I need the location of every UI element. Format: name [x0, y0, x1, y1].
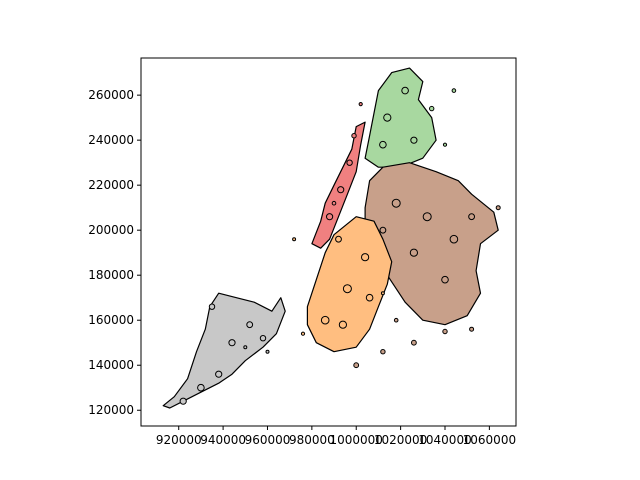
region-fragment: [300, 331, 306, 336]
region-brooklyn: [306, 216, 393, 353]
region-bronx-patch: [410, 136, 418, 144]
region-staten-island-patch: [197, 383, 205, 392]
region-fragment: [469, 326, 475, 332]
region-fragment: [243, 345, 248, 350]
x-axis: 9200009400009600009800001000000102000010…: [156, 426, 516, 447]
region-manhattan-patch: [346, 159, 353, 166]
region-brooklyn-patch: [361, 253, 370, 262]
x-tick-label: 960000: [245, 433, 291, 447]
region-staten-island: [162, 292, 286, 409]
region-bronx-patch: [383, 113, 392, 122]
y-tick-label: 260000: [88, 88, 134, 102]
region-manhattan-patch: [351, 133, 357, 139]
x-tick-label: 1020000: [374, 433, 427, 447]
y-tick-label: 240000: [88, 133, 134, 147]
region-staten-island-shape: [162, 292, 286, 409]
region-queens-patch: [391, 198, 401, 208]
region-fragment: [292, 237, 297, 242]
region-fragment: [451, 88, 457, 93]
region-brooklyn-patch: [338, 320, 347, 329]
region-staten-island-patch: [179, 397, 187, 405]
region-staten-island-patch: [259, 335, 267, 342]
region-bronx-patch: [429, 105, 435, 112]
region-manhattan-shape: [311, 121, 366, 249]
region-fragment: [495, 205, 501, 211]
region-brooklyn-patch: [365, 293, 374, 302]
region-brooklyn-patch: [335, 235, 342, 243]
region-fragment: [442, 142, 448, 147]
region-brooklyn-patch: [320, 315, 330, 325]
region-queens-patch: [441, 275, 449, 284]
region-manhattan: [311, 121, 366, 249]
x-tick-label: 1000000: [330, 433, 383, 447]
region-staten-island-patch: [246, 321, 254, 329]
region-fragments: [243, 88, 501, 369]
region-staten-island-patch: [228, 339, 236, 347]
region-fragment: [380, 291, 385, 296]
region-bronx: [364, 67, 437, 168]
region-bronx-patch: [401, 86, 409, 95]
region-bronx-patch: [379, 140, 387, 149]
y-tick-label: 220000: [88, 178, 134, 192]
x-tick-label: 1060000: [463, 433, 516, 447]
region-staten-island-patch: [208, 303, 216, 310]
region-queens-patch: [449, 234, 459, 244]
x-tick-label: 980000: [289, 433, 335, 447]
region-queens-patch: [422, 212, 432, 222]
region-fragment: [442, 328, 448, 335]
region-manhattan-patch: [326, 213, 334, 221]
region-fragment: [411, 339, 417, 346]
region-queens-patch: [379, 226, 387, 234]
plot-frame: [140, 57, 517, 427]
region-staten-island-patch: [215, 370, 223, 378]
map-regions: [162, 67, 501, 409]
region-fragment: [380, 349, 386, 355]
region-fragment: [393, 317, 399, 323]
y-tick-label: 200000: [88, 223, 134, 237]
region-queens-patch: [409, 248, 418, 257]
y-tick-label: 160000: [88, 313, 134, 327]
region-queens-patch: [468, 213, 476, 221]
x-tick-label: 1040000: [418, 433, 471, 447]
x-tick-label: 940000: [200, 433, 246, 447]
region-brooklyn-patch: [342, 284, 352, 294]
y-axis: 120000 140000 160000 180000 200000 220000 2400…: [88, 88, 141, 417]
y-tick-label: 120000: [88, 403, 134, 417]
region-queens: [364, 162, 499, 326]
region-fragment: [265, 349, 270, 354]
y-tick-label: 140000: [88, 358, 134, 372]
region-manhattan-patch: [337, 186, 345, 194]
region-fragment: [331, 200, 337, 206]
y-tick-label: 180000: [88, 268, 134, 282]
region-fragment: [358, 102, 363, 107]
region-fragment: [353, 362, 360, 369]
x-tick-label: 920000: [156, 433, 202, 447]
